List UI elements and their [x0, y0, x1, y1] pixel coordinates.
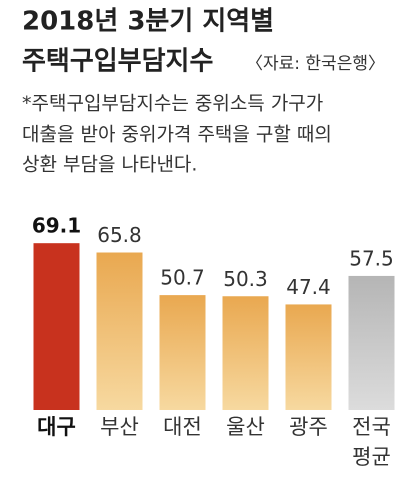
x-tick-label: 부산	[100, 415, 139, 439]
value-label: 47.4	[286, 275, 331, 299]
bar	[159, 295, 206, 410]
x-tick-label: 대전	[163, 415, 202, 439]
value-label: 57.5	[349, 246, 394, 270]
note-line: 상환 부담을 나타낸다.	[22, 154, 197, 176]
value-label: 50.7	[160, 266, 205, 290]
x-tick-label: 울산	[226, 415, 265, 439]
x-tick-label: 대구	[37, 415, 76, 439]
value-label: 65.8	[97, 223, 142, 247]
bar	[285, 304, 332, 410]
x-tick-label: 전국 평균	[352, 415, 391, 469]
note-line: *주택구입부담지수는 중위소득 가구가	[22, 93, 323, 115]
value-label: 50.3	[223, 267, 268, 291]
bar	[96, 252, 143, 410]
x-tick-label: 광주	[289, 415, 328, 439]
title-line: 2018년 3분기 지역별	[22, 7, 274, 37]
note-line: 대출을 받아 중위가격 주택을 구할 때의	[22, 124, 332, 146]
bar	[348, 275, 395, 410]
bar	[222, 296, 269, 410]
bar	[33, 243, 80, 410]
title-line: 주택구입부담지수	[22, 47, 213, 77]
source: 〈자료: 한국은행〉	[246, 54, 385, 74]
value-label: 69.1	[32, 214, 81, 238]
